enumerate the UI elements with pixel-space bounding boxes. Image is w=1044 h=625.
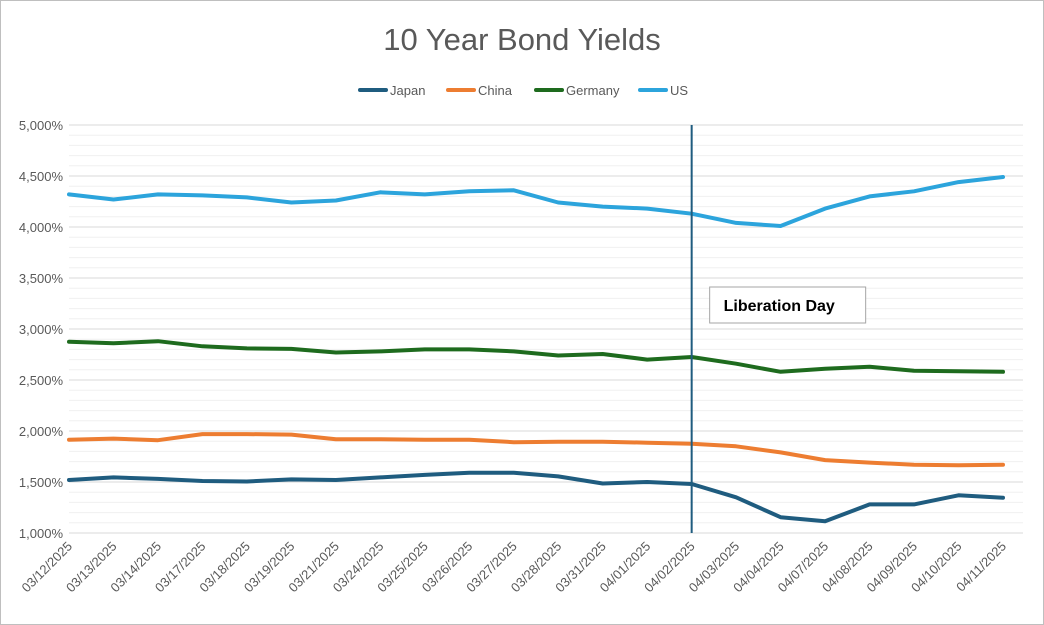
x-axis: 03/12/202503/13/202503/14/202503/17/2025… — [18, 532, 1023, 595]
legend-item-germany: Germany — [534, 83, 620, 98]
annotation-label-box: Liberation Day — [709, 286, 867, 324]
legend-label: US — [670, 83, 688, 98]
y-axis: 1,000% 1,500% 2,000% 2,500% 3,000% 3,500% 4,00… — [19, 118, 64, 541]
series-line-china — [67, 432, 1005, 468]
legend-item-japan: Japan — [358, 83, 425, 98]
series-line-germany — [67, 339, 1005, 374]
y-tick-label: 2,000% — [19, 424, 64, 439]
y-tick-label: 3,000% — [19, 322, 64, 337]
legend-item-china: China — [446, 83, 513, 98]
y-tick-label: 4,500% — [19, 169, 64, 184]
series-line-us — [67, 175, 1005, 228]
legend-label: Japan — [390, 83, 425, 98]
legend-item-us: US — [638, 83, 688, 98]
y-tick-label: 2,500% — [19, 373, 64, 388]
series-line-japan — [67, 470, 1005, 524]
chart-title: 10 Year Bond Yields — [383, 22, 661, 57]
annotation-box-frame — [709, 286, 867, 324]
annotation-layer: Liberation Day — [690, 125, 867, 533]
y-tick-label: 1,500% — [19, 475, 64, 490]
y-tick-label: 5,000% — [19, 118, 64, 133]
y-tick-label: 1,000% — [19, 526, 64, 541]
legend-label: China — [478, 83, 513, 98]
series-layer — [67, 175, 1005, 524]
legend-label: Germany — [566, 83, 620, 98]
legend: Japan China Germany US — [358, 83, 688, 98]
y-tick-label: 4,000% — [19, 220, 64, 235]
y-tick-label: 3,500% — [19, 271, 64, 286]
annotation-label: Liberation Day — [724, 298, 835, 315]
